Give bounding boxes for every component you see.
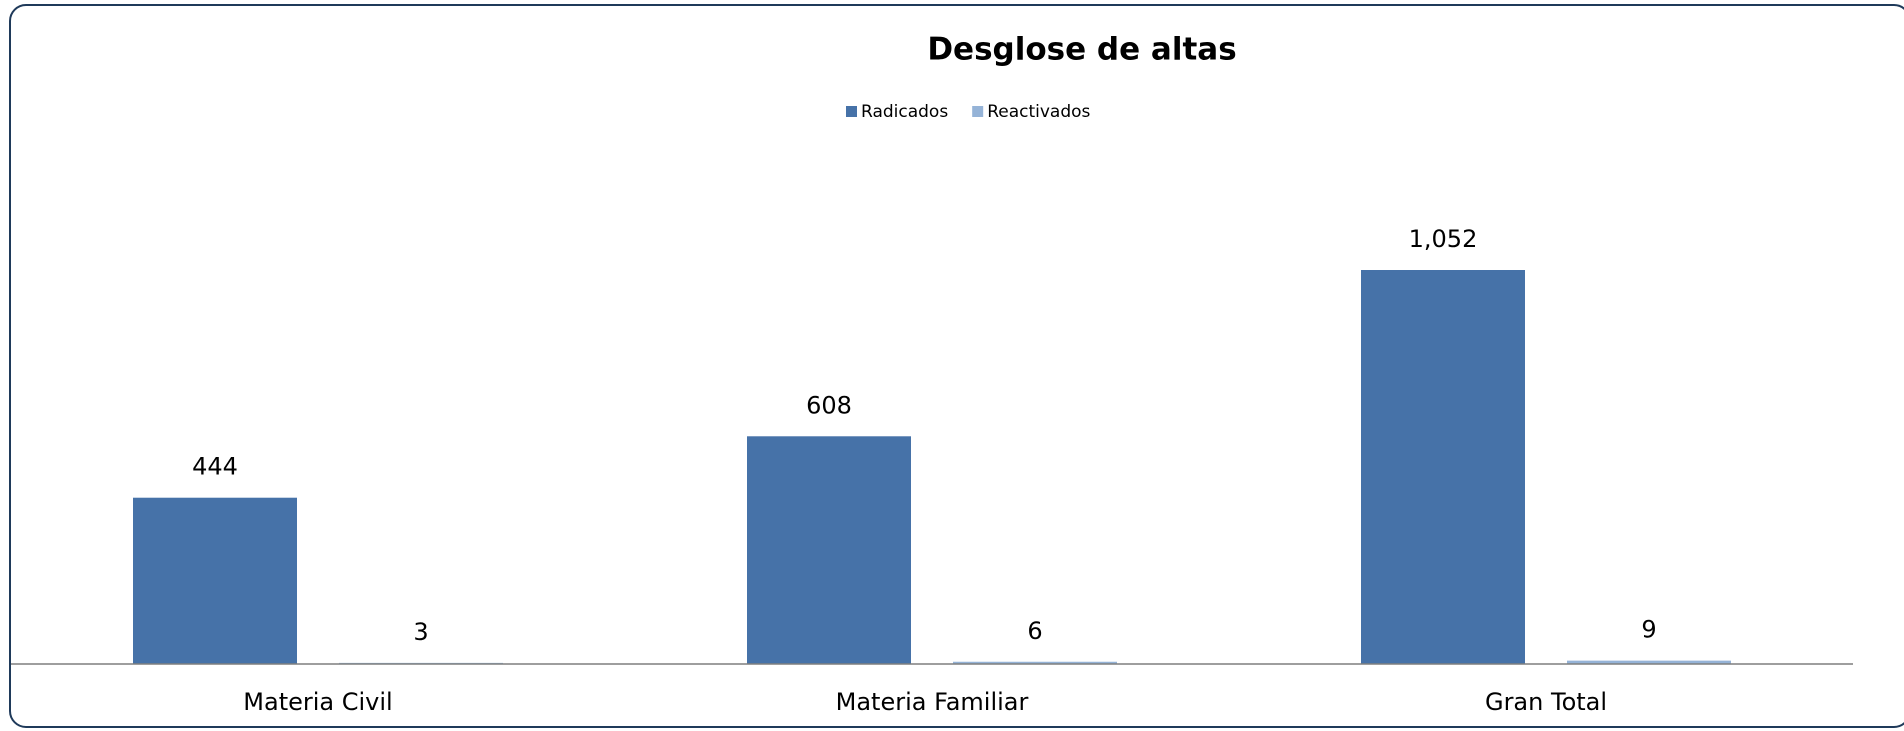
- bar: [747, 436, 911, 664]
- x-tick-label: Materia Civil: [243, 688, 392, 716]
- bar: [133, 497, 297, 664]
- data-label: 6: [1027, 617, 1042, 645]
- x-tick-label: Materia Familiar: [836, 688, 1029, 716]
- legend-swatch: [846, 106, 857, 117]
- data-label: 608: [806, 391, 852, 419]
- data-label: 9: [1641, 616, 1656, 644]
- legend-label: Reactivados: [987, 102, 1090, 122]
- data-label: 1,052: [1409, 225, 1478, 253]
- bar: [1567, 660, 1731, 664]
- legend-label: Radicados: [861, 102, 948, 122]
- bar: [1361, 270, 1525, 664]
- bar: [953, 661, 1117, 664]
- legend-swatch: [972, 106, 984, 117]
- data-label: 444: [192, 453, 238, 481]
- chart-title: Desglose de altas: [927, 32, 1236, 68]
- data-label: 3: [413, 618, 428, 646]
- x-tick-label: Gran Total: [1485, 688, 1607, 716]
